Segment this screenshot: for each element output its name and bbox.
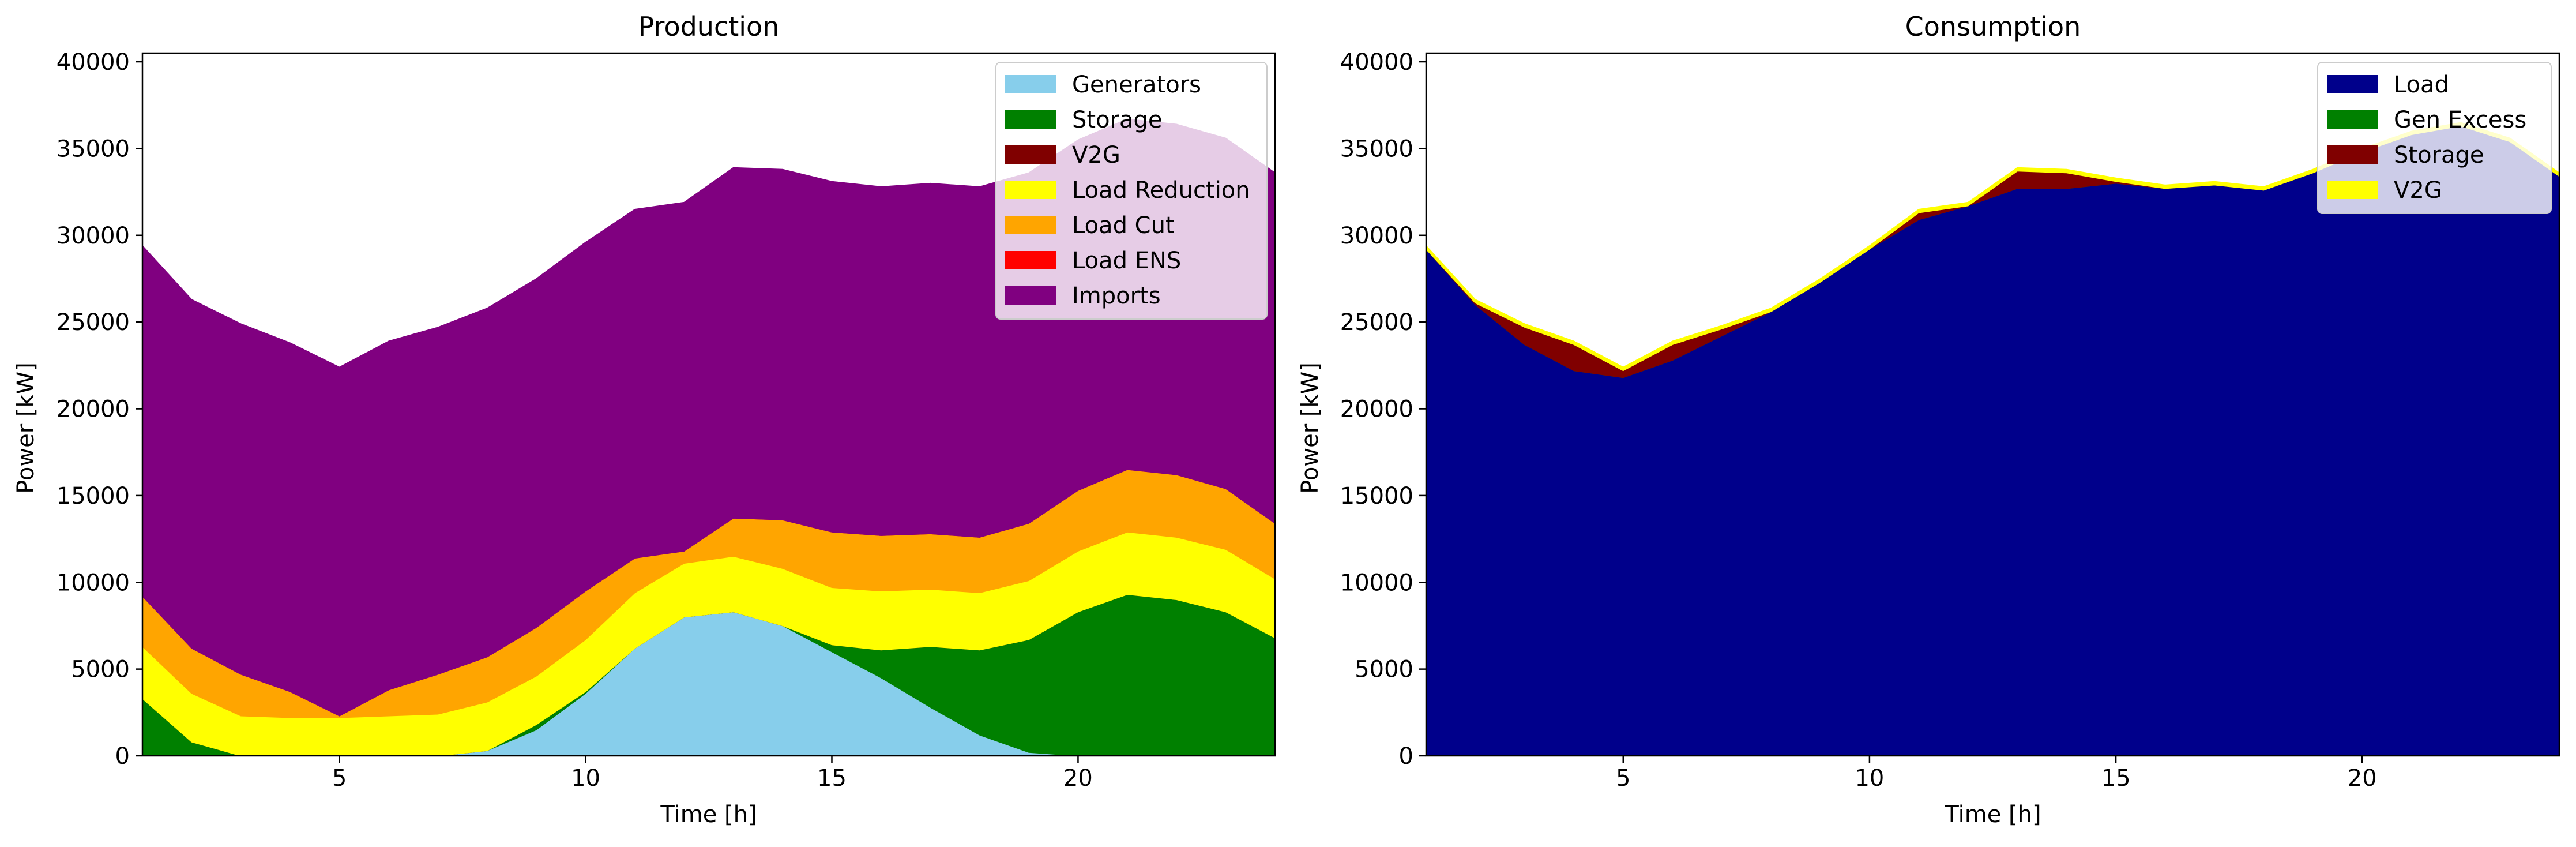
x-tick-label: 15: [817, 765, 847, 792]
legend-label: V2G: [1072, 142, 1120, 168]
legend-swatch: [1005, 110, 1056, 129]
legend-label: Load: [2394, 72, 2449, 98]
y-tick-label: 5000: [1355, 657, 1413, 683]
x-tick-label: 5: [332, 765, 347, 792]
y-tick-label: 25000: [1340, 309, 1413, 336]
y-tick-label: 25000: [57, 309, 130, 336]
y-tick-label: 30000: [57, 223, 130, 249]
legend-swatch: [2327, 75, 2378, 93]
legend-swatch: [2327, 145, 2378, 164]
y-tick-label: 0: [1399, 743, 1413, 770]
y-tick-label: 35000: [1340, 136, 1413, 162]
legend-swatch: [1005, 75, 1056, 93]
x-axis-label: Time [h]: [1944, 801, 2041, 828]
y-axis-label: Power [kW]: [1297, 362, 1323, 494]
x-axis-label: Time [h]: [660, 801, 757, 828]
y-tick-label: 35000: [57, 136, 130, 162]
y-tick-label: 15000: [57, 483, 130, 509]
legend-label: V2G: [2394, 177, 2442, 204]
legend-label: Load Reduction: [1072, 177, 1250, 204]
legend-label: Load ENS: [1072, 248, 1181, 274]
x-tick-label: 10: [1855, 765, 1884, 792]
series-area-load: [1426, 125, 2560, 756]
legend-swatch: [1005, 286, 1056, 305]
legend-label: Imports: [1072, 283, 1161, 309]
y-axis-label: Power [kW]: [13, 362, 39, 494]
legend-swatch: [1005, 251, 1056, 269]
legend-swatch: [1005, 181, 1056, 199]
legend-swatch: [2327, 110, 2378, 129]
legend-label: Storage: [1072, 107, 1163, 133]
chart-consumption: Consumption 5 10 15 20 0 5000 10000 15000 20000 2…: [1297, 11, 2560, 828]
legend-swatch: [1005, 216, 1056, 234]
chart-title: Consumption: [1905, 11, 2081, 42]
legend: Generators Storage V2G Load Reduction Load C…: [995, 62, 1268, 320]
axes-frame: [141, 52, 1276, 757]
plot-area: 5 10 15 20 0 5000 10000 15000 20000 25000 30000 350…: [1340, 49, 2560, 792]
x-tick-label: 20: [1063, 765, 1093, 792]
legend-label: Gen Excess: [2394, 107, 2526, 133]
x-tick-label: 15: [2101, 765, 2131, 792]
x-tick-label: 5: [1616, 765, 1630, 792]
legend-box: [2317, 62, 2552, 214]
y-tick-label: 30000: [1340, 223, 1413, 249]
plot-area: 5 10 15 20 0 5000 10000 15000 20000 25000 30000 350…: [57, 49, 1276, 792]
chart-production: Production 5 10 15 20 0 5000 10000 15000 20000 25…: [13, 11, 1276, 828]
y-tick-label: 10000: [1340, 569, 1413, 596]
axes-frame: [1425, 52, 2560, 757]
y-tick-label: 5000: [71, 657, 130, 683]
y-tick-label: 40000: [57, 49, 130, 76]
x-tick-label: 20: [2348, 765, 2377, 792]
y-tick-label: 40000: [1340, 49, 1413, 76]
legend-label: Load Cut: [1072, 212, 1175, 239]
y-tick-label: 20000: [57, 396, 130, 423]
legend: Load Gen Excess Storage V2G: [2317, 62, 2552, 214]
legend-swatch: [1005, 145, 1056, 164]
y-tick-label: 10000: [57, 569, 130, 596]
legend-swatch: [2327, 181, 2378, 199]
legend-label: Storage: [2394, 142, 2484, 168]
chart-title: Production: [638, 11, 780, 42]
y-tick-label: 0: [115, 743, 130, 770]
legend-label: Generators: [1072, 72, 1201, 98]
legend-box: [995, 62, 1268, 320]
y-tick-label: 20000: [1340, 396, 1413, 423]
x-tick-label: 10: [571, 765, 600, 792]
y-tick-label: 15000: [1340, 483, 1413, 509]
